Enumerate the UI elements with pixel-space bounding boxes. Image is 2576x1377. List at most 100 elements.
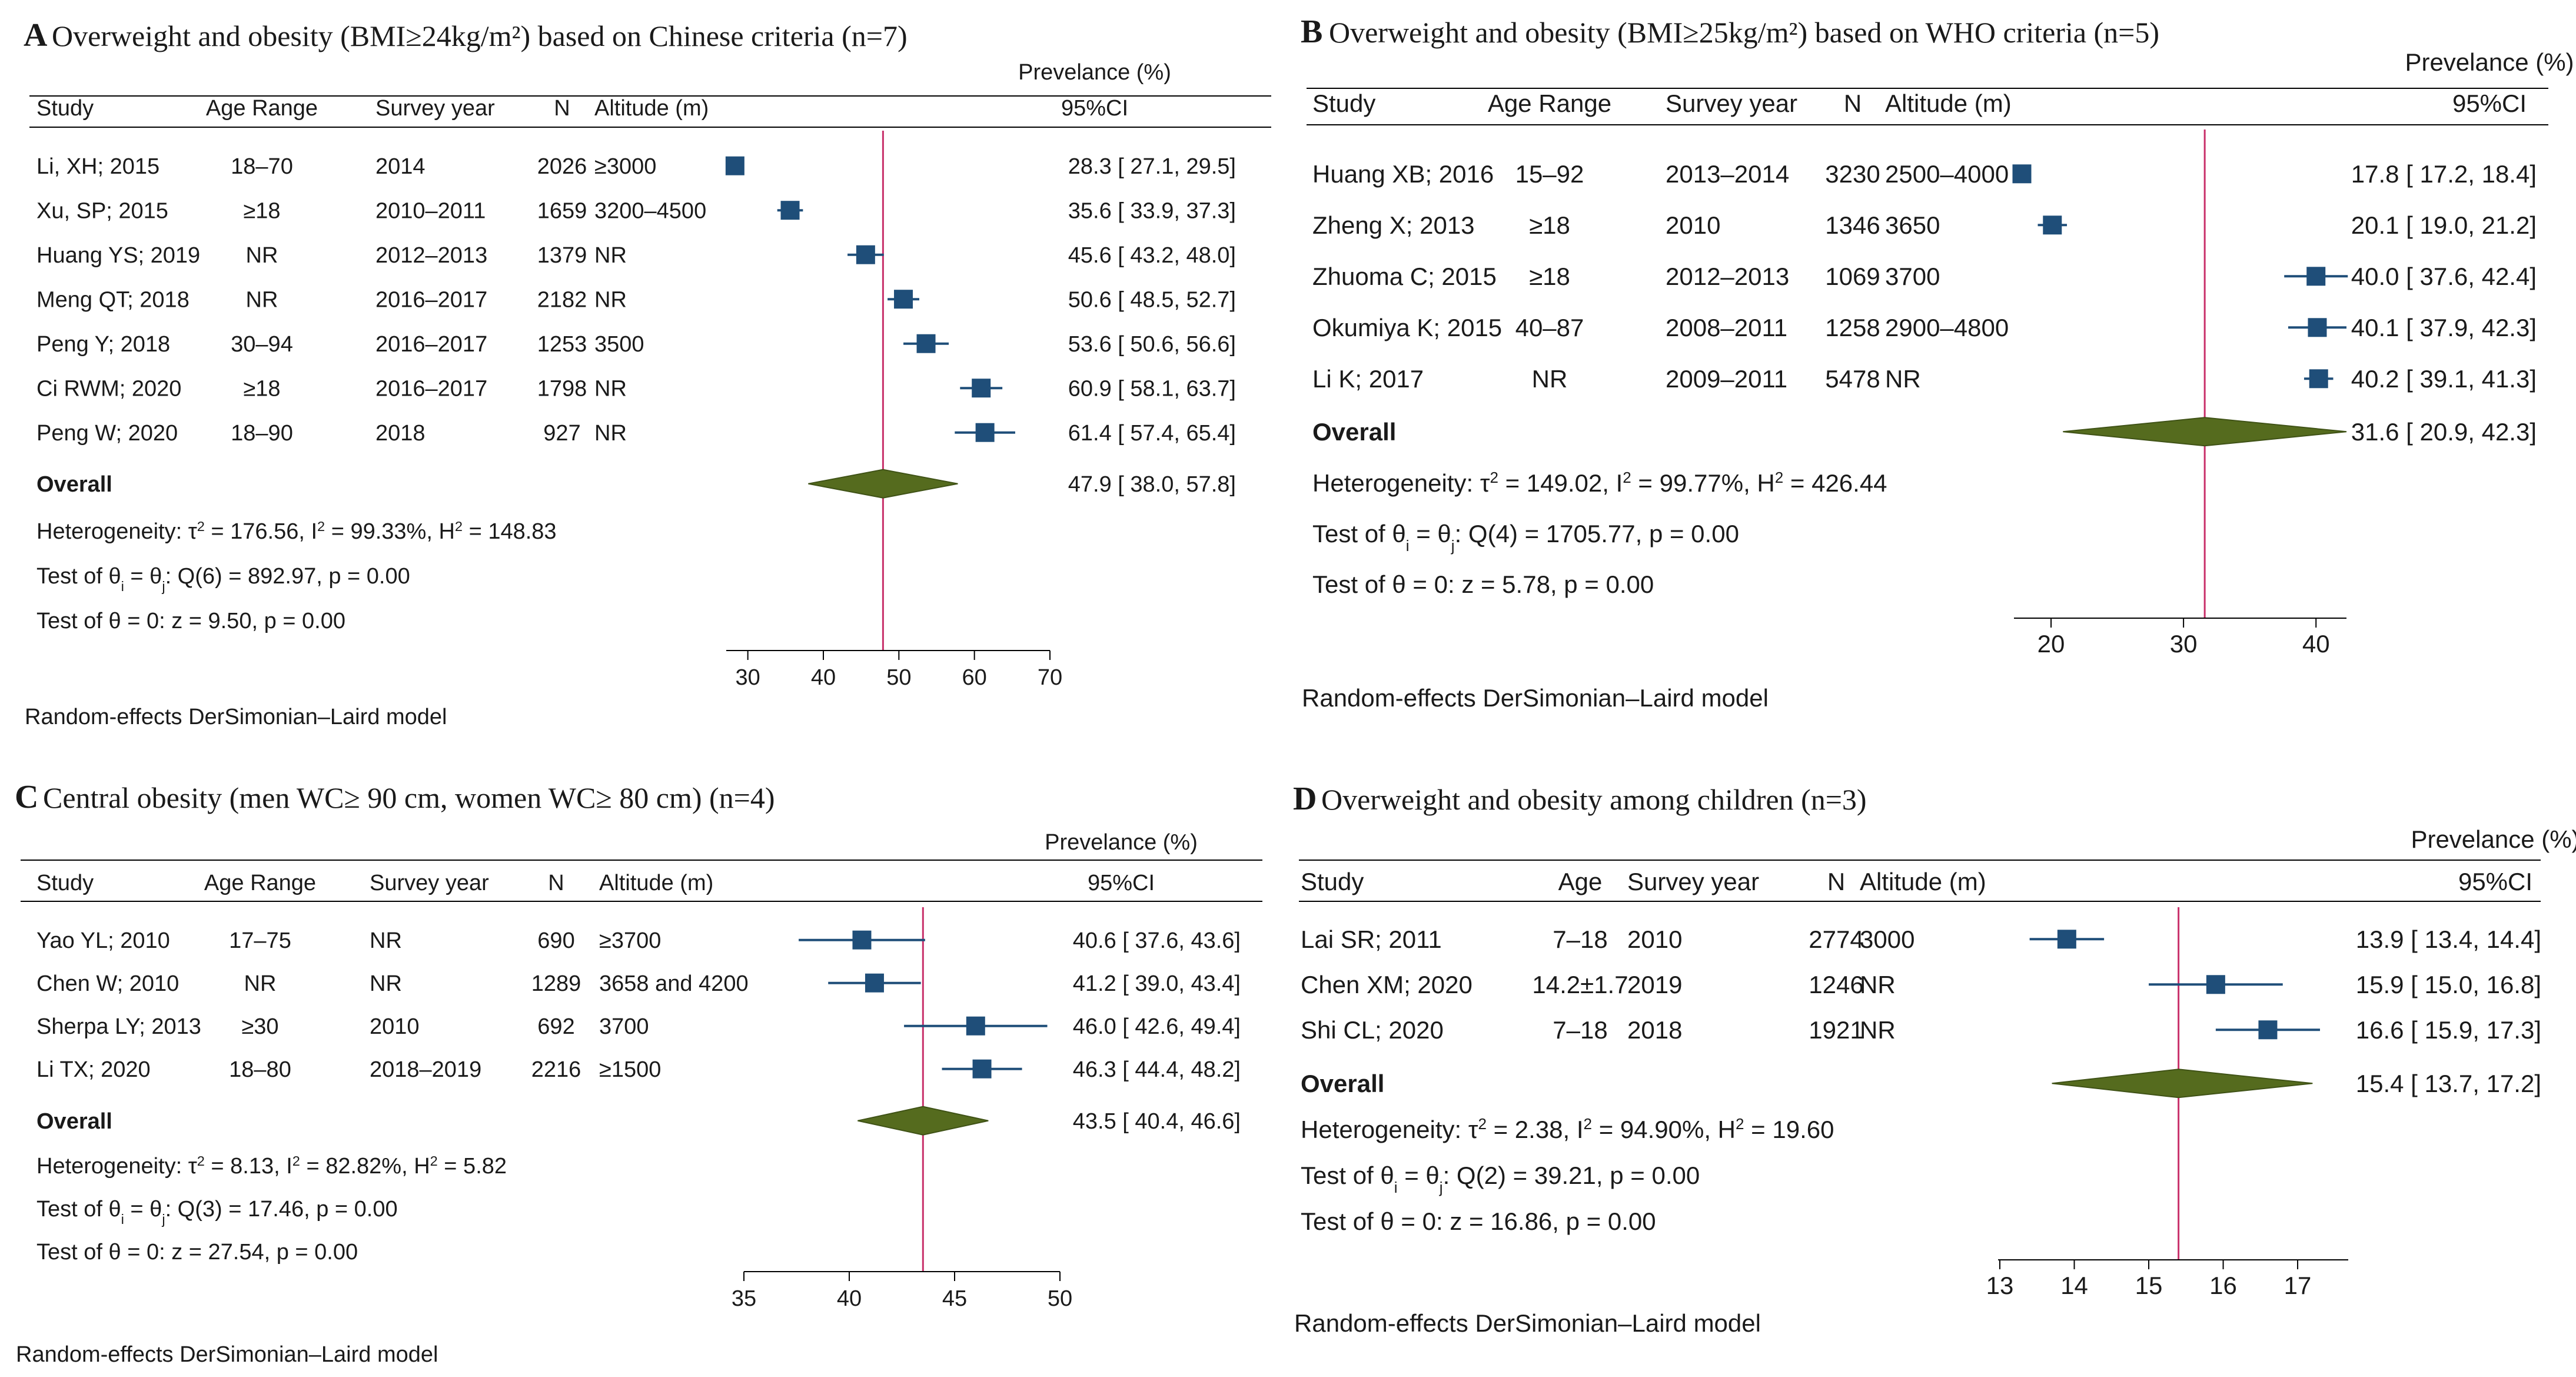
overall-label: Overall — [36, 472, 112, 497]
study-year: 2014 — [375, 154, 426, 179]
study-altitude: NR — [594, 421, 627, 446]
study-estimate-marker — [2057, 930, 2076, 949]
column-header: Age Range — [1488, 89, 1611, 117]
q-test-stats: Test of θi = θj: Q(3) = 17.46, p = 0.00 — [36, 1197, 398, 1227]
study-age: ≥18 — [1529, 263, 1570, 290]
study-estimate-marker — [725, 156, 744, 175]
study-n: 2774 — [1809, 925, 1863, 953]
column-header: Survey year — [370, 871, 489, 895]
x-axis-tick-label: 14 — [2060, 1272, 2088, 1299]
study-year: 2016–2017 — [375, 377, 487, 402]
panel-letter: B — [1301, 14, 1322, 50]
study-altitude: NR — [594, 377, 627, 402]
study-ci-text: 40.0 [ 37.6, 42.4] — [2351, 263, 2537, 290]
x-axis-tick-label: 30 — [2170, 630, 2198, 658]
study-n: 1921 — [1809, 1016, 1863, 1044]
heterogeneity-stats: Heterogeneity: τ2 = 149.02, I2 = 99.77%,… — [1312, 469, 1887, 497]
study-ci-text: 40.6 [ 37.6, 43.6] — [1073, 928, 1241, 953]
ci-header: 95%CI — [2458, 868, 2532, 895]
q-test-stats: Test of θi = θj: Q(2) = 39.21, p = 0.00 — [1301, 1162, 1700, 1196]
panel-title: Overweight and obesity (BMI≥24kg/m²) bas… — [52, 19, 908, 52]
overall-ci-text: 43.5 [ 40.4, 46.6] — [1073, 1109, 1241, 1134]
study-estimate-marker — [2306, 267, 2326, 286]
x-axis-tick-label: 16 — [2209, 1272, 2237, 1299]
z-test-stats: Test of θ = 0: z = 16.86, p = 0.00 — [1301, 1207, 1656, 1235]
overall-label: Overall — [1301, 1070, 1384, 1097]
panel-letter: C — [15, 779, 38, 815]
study-estimate-marker — [966, 1016, 985, 1036]
study-estimate-marker — [2206, 975, 2225, 994]
x-axis-tick-label: 40 — [811, 665, 836, 690]
study-row: Huang XB; 2016 15–92 2013–2014 3230 2500–400… — [1312, 160, 2537, 188]
study-row: Huang YS; 2019 NR 2012–2013 1379 NR 45.6 [ 43… — [36, 243, 1236, 268]
study-year: 2010 — [370, 1014, 420, 1039]
study-estimate-marker — [2043, 215, 2062, 235]
study-n: 2216 — [531, 1057, 581, 1082]
study-estimate-marker — [894, 290, 913, 309]
study-age: 18–70 — [231, 154, 293, 179]
study-row: Xu, SP; 2015 ≥18 2010–2011 1659 3200–4500 35.… — [36, 199, 1236, 224]
study-estimate-marker — [972, 1059, 992, 1079]
study-study: Meng QT; 2018 — [36, 288, 190, 313]
column-header: Survey year — [375, 96, 495, 121]
study-age: ≥30 — [241, 1014, 278, 1039]
column-header: Altitude (m) — [594, 96, 709, 121]
z-test-stats: Test of θ = 0: z = 9.50, p = 0.00 — [36, 609, 345, 633]
z-test-stats: Test of θ = 0: z = 27.54, p = 0.00 — [36, 1240, 358, 1265]
study-row: Chen W; 2010 NR NR 1289 3658 and 4200 41.2 [ … — [36, 971, 1241, 996]
model-note: Random-effects DerSimonian–Laird model — [1294, 1309, 1761, 1337]
study-age: 40–87 — [1515, 314, 1584, 341]
study-altitude: ≥1500 — [599, 1057, 661, 1082]
study-year: 2010 — [1627, 925, 1682, 953]
study-row: Sherpa LY; 2013 ≥30 2010 692 3700 46.0 [ 42.6… — [36, 1014, 1241, 1039]
study-study: Huang YS; 2019 — [36, 243, 200, 268]
study-ci-text: 17.8 [ 17.2, 18.4] — [2351, 160, 2537, 188]
prevalence-header: Prevelance (%) — [1018, 60, 1171, 85]
forest-panel-d: D Overweight and obesity among children (… — [1293, 781, 2576, 1337]
study-n: 1253 — [537, 332, 587, 357]
x-axis-tick-label: 70 — [1038, 665, 1062, 690]
study-altitude: NR — [594, 243, 627, 268]
overall-diamond — [808, 469, 958, 499]
study-altitude: 3700 — [1885, 263, 1940, 290]
study-estimate-marker — [2309, 369, 2328, 389]
prevalence-header: Prevelance (%) — [2411, 825, 2576, 853]
study-age: ≥18 — [243, 199, 280, 224]
study-year: 2012–2013 — [375, 243, 487, 268]
study-year: 2012–2013 — [1666, 263, 1789, 290]
prevalence-header: Prevelance (%) — [2405, 48, 2574, 76]
study-study: Li, XH; 2015 — [36, 154, 159, 179]
study-ci-text: 50.6 [ 48.5, 52.7] — [1068, 288, 1236, 313]
panel-title: Overweight and obesity (BMI≥25kg/m²) bas… — [1329, 16, 2159, 49]
study-n: 5478 — [1825, 365, 1880, 393]
study-study: Lai SR; 2011 — [1301, 925, 1442, 953]
study-estimate-marker — [2308, 318, 2327, 337]
x-axis-tick-label: 30 — [736, 665, 760, 690]
study-altitude: 3658 and 4200 — [599, 971, 749, 996]
study-altitude: 3200–4500 — [594, 199, 706, 224]
study-ci-text: 35.6 [ 33.9, 37.3] — [1068, 199, 1236, 224]
column-header: Age Range — [204, 871, 316, 895]
study-estimate-marker — [975, 423, 995, 442]
column-header: Survey year — [1627, 868, 1759, 895]
panel-title: Central obesity (men WC≥ 90 cm, women WC… — [43, 781, 775, 814]
panel-letter: D — [1293, 781, 1317, 817]
model-note: Random-effects DerSimonian–Laird model — [25, 705, 447, 729]
study-ci-text: 28.3 [ 27.1, 29.5] — [1068, 154, 1236, 179]
study-altitude: NR — [1885, 365, 1921, 393]
overall-label: Overall — [36, 1109, 112, 1134]
column-header: N — [1844, 89, 1862, 117]
study-study: Sherpa LY; 2013 — [36, 1014, 201, 1039]
x-axis-tick-label: 17 — [2284, 1272, 2312, 1299]
study-age: 14.2±1.7 — [1532, 971, 1628, 998]
overall-ci-text: 47.9 [ 38.0, 57.8] — [1068, 472, 1236, 497]
study-n: 690 — [537, 928, 574, 953]
column-header: Altitude (m) — [1860, 868, 1986, 895]
column-header: Age Range — [206, 96, 318, 121]
study-age: 18–80 — [229, 1057, 291, 1082]
study-n: 1069 — [1825, 263, 1880, 290]
overall-ci-text: 31.6 [ 20.9, 42.3] — [2351, 418, 2537, 446]
study-year: NR — [370, 971, 402, 996]
study-row: Yao YL; 2010 17–75 NR 690 ≥3700 40.6 [ 37.6, … — [36, 928, 1241, 953]
